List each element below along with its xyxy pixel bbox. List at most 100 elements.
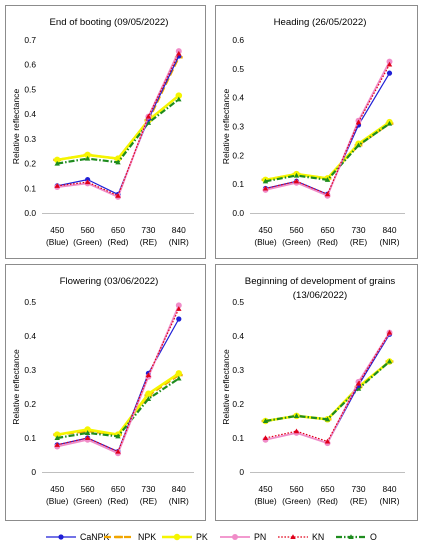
series-o xyxy=(262,358,393,424)
data-point-kn xyxy=(115,448,121,454)
data-point-pk xyxy=(53,156,61,164)
x-tick-label: (NIR) xyxy=(169,237,189,247)
series-o xyxy=(54,375,182,441)
x-tick-label: (Blue) xyxy=(46,237,69,247)
x-tick-label: (RE) xyxy=(140,496,157,506)
chart-title: Heading (26/05/2022) xyxy=(274,17,367,28)
x-tick-label: 840 xyxy=(172,484,186,494)
y-tick-label: 0.7 xyxy=(24,35,36,45)
y-tick-label: 0.4 xyxy=(24,109,36,119)
data-point-o xyxy=(386,358,393,364)
y-tick-label: 0.4 xyxy=(24,331,36,341)
legend-item-o: O xyxy=(336,532,377,542)
legend-marker xyxy=(173,533,181,541)
x-tick-label: (Red) xyxy=(317,496,338,506)
y-tick-label: 0 xyxy=(31,467,36,477)
x-tick-label: (RE) xyxy=(350,237,367,247)
chart-title: (13/06/2022) xyxy=(293,290,347,301)
x-tick-label: 650 xyxy=(321,225,335,235)
data-point-kn xyxy=(262,185,269,191)
y-tick-label: 0.4 xyxy=(232,331,244,341)
data-point-kn xyxy=(386,61,393,67)
x-tick-label: 450 xyxy=(259,225,273,235)
y-tick-label: 0.3 xyxy=(232,365,244,375)
data-point-pk xyxy=(84,151,91,159)
data-point-kn xyxy=(355,119,362,125)
legend-marker xyxy=(232,534,238,540)
y-tick-label: 0.6 xyxy=(24,60,36,70)
data-point-kn xyxy=(84,435,91,441)
x-tick-label: (RE) xyxy=(350,496,367,506)
legend-label: O xyxy=(370,532,377,542)
data-point-pk xyxy=(84,426,91,433)
y-tick-label: 0.4 xyxy=(232,93,244,103)
legend-label: PN xyxy=(254,532,266,542)
data-point-kn xyxy=(54,183,60,188)
data-point-kn xyxy=(145,113,152,119)
data-point-pk xyxy=(114,155,122,162)
legend-marker xyxy=(348,534,354,540)
x-tick-label: 840 xyxy=(383,225,397,235)
data-point-kn xyxy=(293,428,300,434)
data-point-kn xyxy=(386,329,393,335)
data-point-o xyxy=(355,385,362,391)
y-tick-label: 0.5 xyxy=(24,297,36,307)
data-point-kn xyxy=(293,178,300,184)
data-point-kn xyxy=(355,380,362,386)
data-point-kn xyxy=(324,191,331,197)
y-axis-label: Relative reflectance xyxy=(11,349,21,425)
x-tick-label: 730 xyxy=(141,484,155,494)
series-kn xyxy=(54,50,182,198)
x-tick-label: 650 xyxy=(321,484,335,494)
x-tick-label: 650 xyxy=(111,484,125,494)
x-tick-label: (Green) xyxy=(282,237,311,247)
data-point-o xyxy=(176,96,182,102)
y-tick-label: 0.6 xyxy=(232,35,244,45)
data-point-o xyxy=(262,178,269,184)
legend-item-npk: NPK xyxy=(104,532,156,542)
data-point-kn xyxy=(145,372,152,378)
x-tick-label: 840 xyxy=(383,484,397,494)
x-tick-label: (Blue) xyxy=(254,496,277,506)
x-tick-label: 450 xyxy=(50,225,64,235)
x-tick-label: (Red) xyxy=(108,496,129,506)
y-tick-label: 0.1 xyxy=(24,433,36,443)
data-point-o xyxy=(386,120,393,126)
data-point-o xyxy=(145,396,152,401)
series-kn xyxy=(262,61,393,197)
data-point-o xyxy=(176,375,182,381)
x-tick-label: 650 xyxy=(111,225,125,235)
y-tick-label: 0.5 xyxy=(24,84,36,94)
legend-marker xyxy=(290,534,296,540)
x-tick-label: (NIR) xyxy=(379,237,399,247)
panel-frame xyxy=(215,5,418,259)
y-tick-label: 0.0 xyxy=(24,208,36,218)
x-tick-label: (Blue) xyxy=(254,237,277,247)
y-tick-label: 0 xyxy=(239,467,244,477)
data-point-o xyxy=(54,435,60,441)
legend-label: NPK xyxy=(138,532,156,542)
chart-panel-1: End of booting (09/05/2022) 0.0 0.1 0.2 0.3 0… xyxy=(5,5,206,259)
x-tick-label: (Green) xyxy=(73,237,102,247)
x-tick-label: 560 xyxy=(81,484,95,494)
data-point-o xyxy=(115,159,121,165)
series-kn xyxy=(262,329,393,444)
data-point-pk xyxy=(175,92,183,99)
data-point-kn xyxy=(262,435,269,441)
x-tick-label: 450 xyxy=(50,484,64,494)
y-tick-label: 0.2 xyxy=(232,150,244,160)
legend-item-canpk: CaNPK xyxy=(46,532,109,542)
data-point-canpk xyxy=(176,316,182,322)
y-tick-label: 0.1 xyxy=(232,179,244,189)
x-tick-label: 560 xyxy=(81,225,95,235)
y-tick-label: 0.5 xyxy=(232,297,244,307)
chart-title: End of booting (09/05/2022) xyxy=(50,17,169,28)
x-tick-label: 730 xyxy=(352,225,366,235)
data-point-pk xyxy=(53,431,61,438)
legend-item-pk: PK xyxy=(162,532,208,542)
data-point-o xyxy=(355,142,362,148)
panel-frame xyxy=(5,5,206,259)
x-tick-label: 730 xyxy=(352,484,366,494)
data-point-o xyxy=(324,416,331,422)
